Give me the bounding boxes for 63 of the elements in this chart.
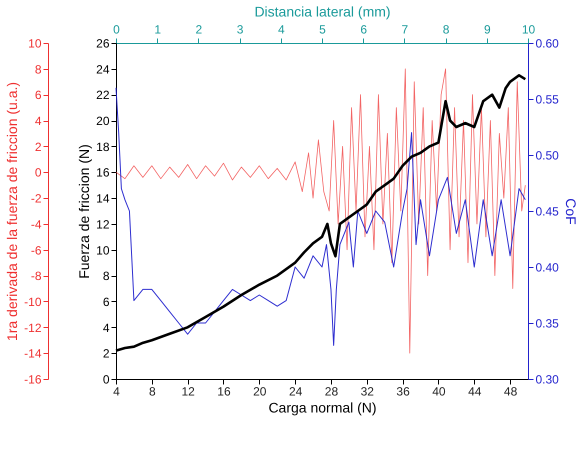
y-tick-label: 4 xyxy=(102,320,110,335)
y2-tick-label: 0.60 xyxy=(536,36,560,50)
x-tick-label: 48 xyxy=(504,384,518,398)
y3-tick-label: -8 xyxy=(30,269,42,284)
x2-tick-label: 4 xyxy=(278,22,285,36)
x2-tick-label: 5 xyxy=(319,22,326,36)
y3-tick-label: 8 xyxy=(34,62,42,76)
x-axis-title: Carga normal (N) xyxy=(268,400,377,416)
x2-tick-label: 1 xyxy=(154,22,162,36)
y-tick-label: 14 xyxy=(96,192,110,206)
x-tick-label: 16 xyxy=(217,384,231,398)
x-tick-label: 8 xyxy=(148,384,156,398)
y-axis-title: Fuerza de friccion (N) xyxy=(76,144,92,279)
y2-tick-label: 0.35 xyxy=(536,316,560,330)
x2-tick-label: 8 xyxy=(442,22,450,36)
x2-tick-label: 3 xyxy=(236,22,244,36)
y3-tick-label: 4 xyxy=(34,114,42,128)
y3-tick-label: -10 xyxy=(24,294,42,309)
y2-tick-label: 0.50 xyxy=(536,148,560,162)
x2-tick-label: 7 xyxy=(402,22,409,36)
x2-tick-label: 10 xyxy=(522,22,536,36)
x-tick-label: 44 xyxy=(468,384,482,398)
y-tick-label: 8 xyxy=(102,269,110,284)
y2-tick-label: 0.30 xyxy=(536,372,560,386)
y3-tick-label: 10 xyxy=(28,36,42,50)
y3-tick-label: -16 xyxy=(24,372,42,386)
y3-axis-title: 1ra derivada de la fuerza de friccion (u.a.) xyxy=(4,82,20,342)
y3-tick-label: -2 xyxy=(30,192,42,206)
y2-tick-label: 0.40 xyxy=(536,260,560,274)
x2-tick-label: 9 xyxy=(484,22,491,36)
x-tick-label: 24 xyxy=(288,384,303,398)
y3-tick-label: -12 xyxy=(24,320,42,335)
x-tick-label: 40 xyxy=(432,384,446,398)
y-tick-label: 16 xyxy=(96,166,110,180)
x2-tick-label: 0 xyxy=(113,22,120,36)
y-tick-label: 2 xyxy=(102,346,110,361)
y2-tick-label: 0.45 xyxy=(536,204,560,218)
y-tick-label: 24 xyxy=(96,62,110,76)
y-tick-label: 0 xyxy=(102,372,110,386)
y3-tick-label: -4 xyxy=(30,217,42,232)
y-tick-label: 6 xyxy=(102,294,110,309)
y3-tick-label: 2 xyxy=(34,140,42,154)
x-tick-label: 36 xyxy=(396,384,410,398)
y3-tick-label: 0 xyxy=(34,166,42,180)
y-tick-label: 10 xyxy=(96,243,110,258)
y3-tick-label: -6 xyxy=(30,243,42,258)
x-tick-label: 4 xyxy=(113,384,120,398)
y-tick-label: 20 xyxy=(96,114,110,128)
x2-axis-title: Distancia lateral (mm) xyxy=(254,4,391,20)
y3-tick-label: -14 xyxy=(24,346,42,361)
y-tick-label: 12 xyxy=(96,217,110,232)
x2-tick-label: 6 xyxy=(360,22,368,36)
x-tick-label: 20 xyxy=(253,384,267,398)
x-tick-label: 12 xyxy=(181,384,196,398)
x-tick-label: 28 xyxy=(324,384,338,398)
x-tick-label: 32 xyxy=(360,384,374,398)
y-tick-label: 22 xyxy=(96,88,110,102)
y3-tick-label: 6 xyxy=(34,88,42,102)
y-tick-label: 18 xyxy=(96,140,110,154)
y2-tick-label: 0.55 xyxy=(536,92,560,106)
y-tick-label: 26 xyxy=(96,36,110,50)
y2-axis-title: CoF xyxy=(562,198,579,225)
x2-tick-label: 2 xyxy=(196,22,203,36)
